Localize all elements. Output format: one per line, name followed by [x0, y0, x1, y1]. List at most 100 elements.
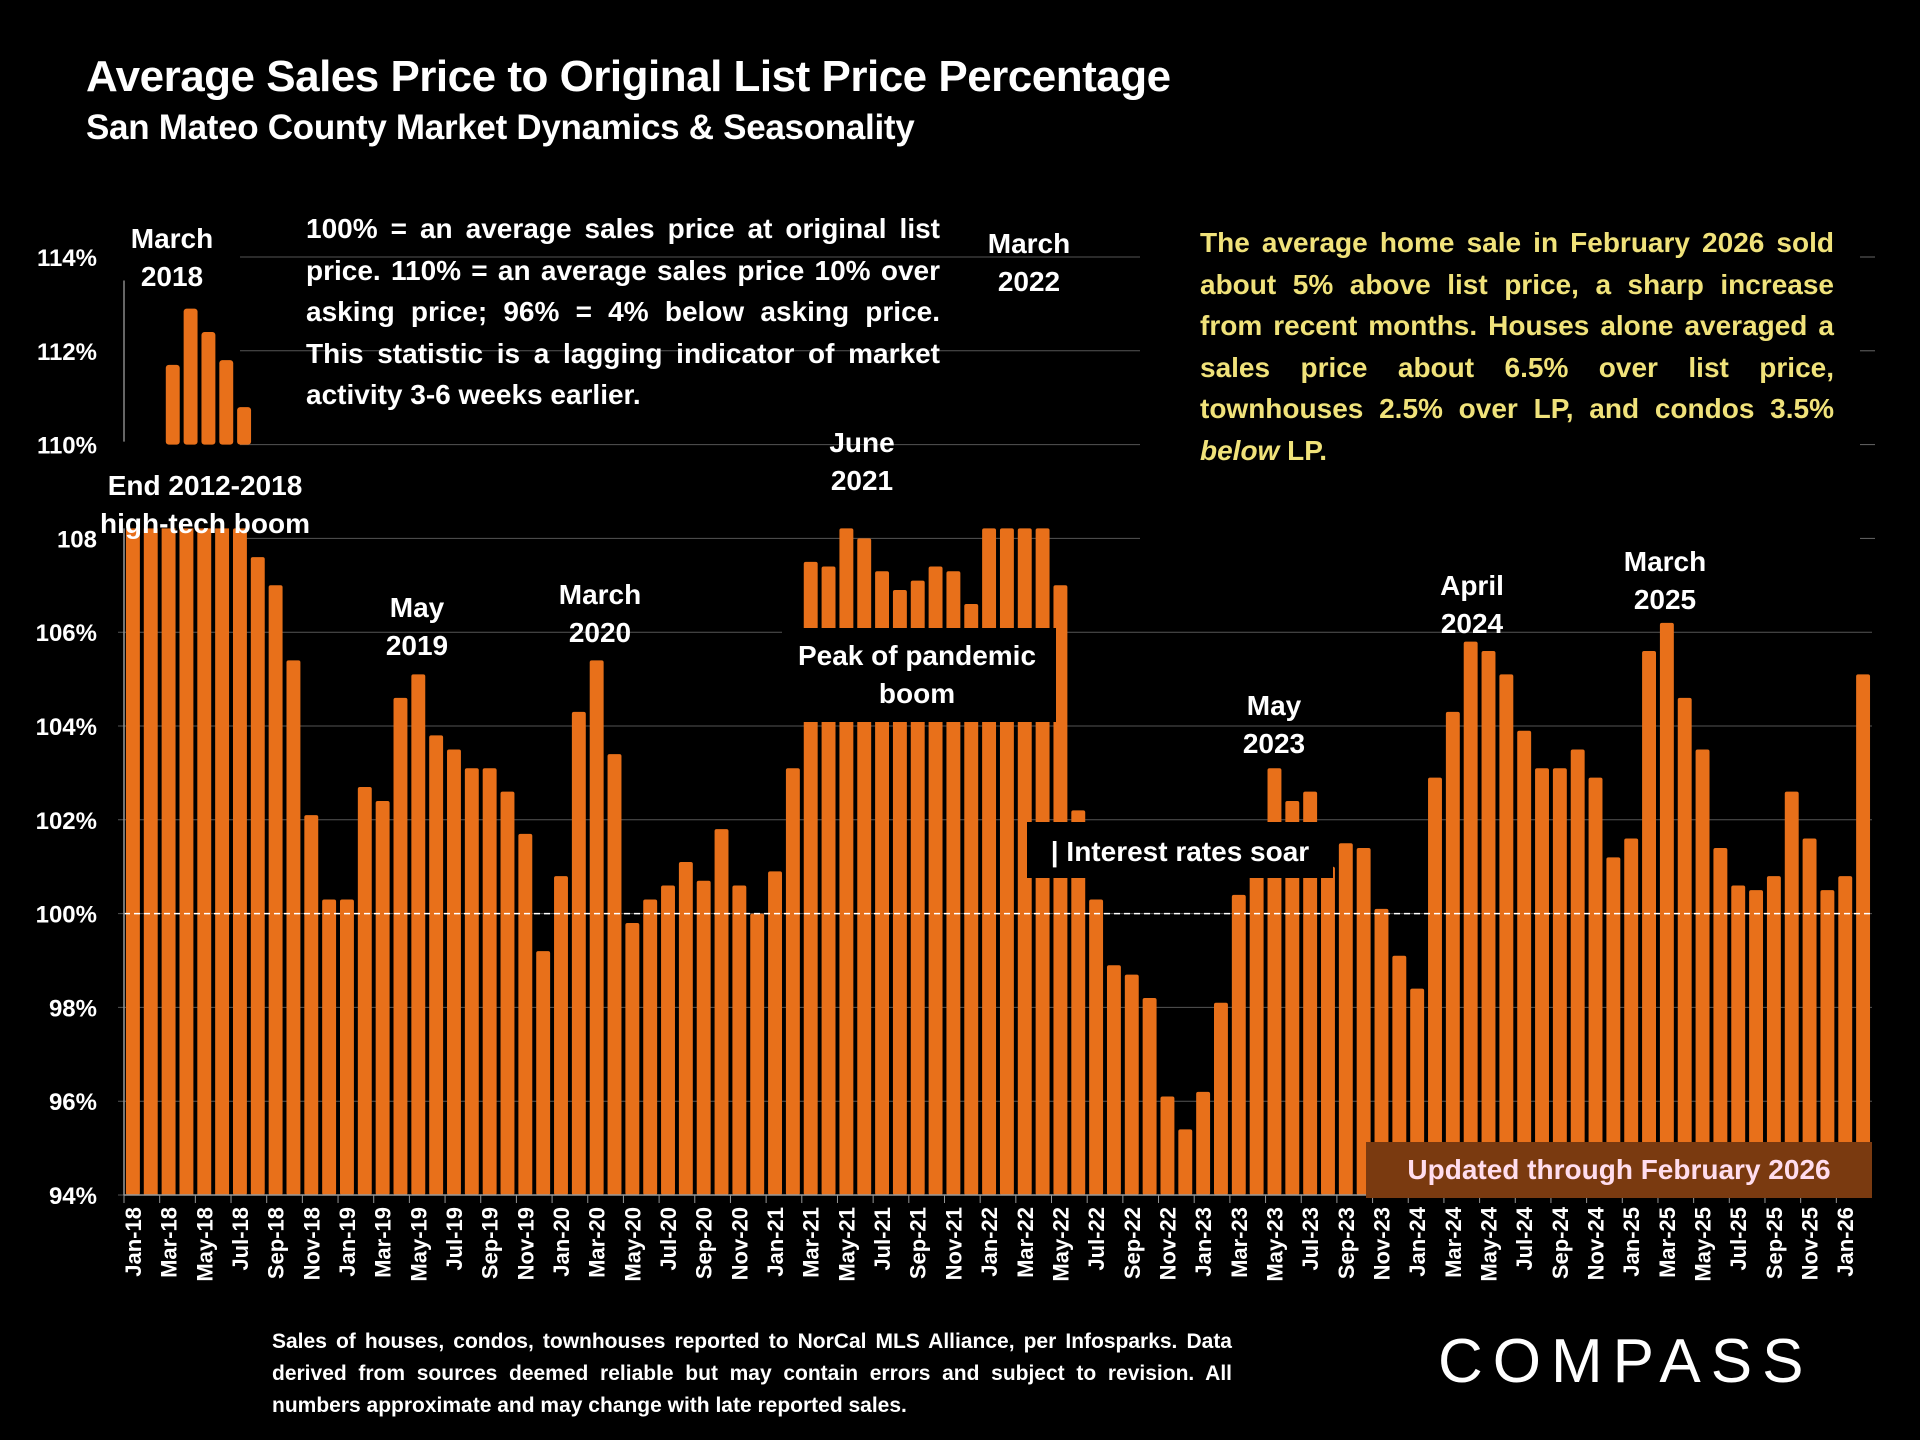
bar	[143, 528, 158, 1195]
x-tick-label: Sep-24	[1548, 1206, 1573, 1279]
bar	[1820, 890, 1835, 1195]
bar	[375, 801, 390, 1195]
bar	[1749, 890, 1764, 1195]
x-tick-label: Mar-21	[799, 1207, 824, 1278]
x-tick-label: Nov-20	[727, 1207, 752, 1280]
bar	[1463, 641, 1478, 1195]
bar	[1249, 876, 1264, 1195]
annotation-label: 2021	[831, 465, 893, 496]
bar	[1071, 810, 1086, 1195]
bar	[875, 571, 890, 1195]
bar	[554, 876, 568, 1195]
inset-bar	[237, 407, 252, 445]
annotation-label: March	[988, 228, 1070, 259]
x-tick-label: May-20	[620, 1207, 645, 1282]
bar	[268, 585, 283, 1195]
x-tick-label: May-25	[1691, 1207, 1716, 1282]
bar	[500, 791, 515, 1195]
annotation-label: high-tech boom	[100, 508, 310, 539]
bar	[1106, 965, 1121, 1195]
bar	[1196, 1091, 1211, 1195]
annotation-label: May	[390, 592, 445, 623]
annotation-box	[782, 628, 1056, 722]
bar	[750, 913, 765, 1195]
annotation-label: 2020	[569, 617, 631, 648]
x-tick-label: Jul-21	[870, 1207, 895, 1271]
bar	[250, 557, 265, 1195]
x-tick-label: May-21	[834, 1207, 859, 1282]
bar	[340, 899, 354, 1195]
bar	[768, 871, 782, 1195]
annotation-label: April	[1440, 570, 1504, 601]
inset-bar	[219, 360, 234, 445]
annotation-label: Peak of pandemic	[798, 640, 1036, 671]
bar	[322, 899, 337, 1195]
bar	[1802, 838, 1817, 1195]
bar	[411, 674, 426, 1195]
bar	[1677, 697, 1692, 1195]
bar	[304, 815, 319, 1195]
inset-bar	[201, 332, 216, 445]
bar	[1338, 843, 1353, 1195]
bar	[1374, 908, 1389, 1195]
y-tick-label: 108	[57, 526, 97, 553]
annotation-label: March	[559, 579, 641, 610]
bar	[232, 528, 247, 1195]
bar	[1231, 894, 1246, 1195]
compass-logo: COMPASS	[1438, 1327, 1814, 1396]
annotation-label: 2022	[998, 266, 1060, 297]
x-tick-label: May-23	[1262, 1207, 1287, 1282]
annotation-label: 2018	[141, 261, 203, 292]
x-tick-label: Sep-23	[1334, 1207, 1359, 1279]
bar	[1552, 768, 1567, 1195]
bar	[161, 528, 176, 1195]
x-tick-label: Mar-25	[1655, 1207, 1680, 1278]
y-tick-label: 106%	[36, 620, 97, 647]
bar	[1089, 899, 1104, 1195]
callout-text-2: LP.	[1279, 434, 1328, 466]
callout-text-italic: below	[1200, 434, 1280, 466]
x-tick-label: Jul-22	[1084, 1207, 1109, 1271]
bar	[1481, 650, 1496, 1195]
bar	[447, 749, 461, 1195]
x-tick-label: Jan-19	[335, 1207, 360, 1277]
bar	[928, 566, 943, 1195]
x-tick-label: Nov-22	[1155, 1207, 1180, 1280]
bar	[1856, 674, 1871, 1195]
annotation-label: 2019	[386, 630, 448, 661]
bar	[643, 899, 658, 1195]
annotation-label: 2025	[1634, 584, 1696, 615]
bar	[625, 922, 640, 1195]
bar	[1731, 885, 1746, 1195]
bar	[607, 754, 622, 1195]
x-tick-label: May-22	[1048, 1207, 1073, 1282]
bar	[714, 829, 729, 1195]
x-tick-label: Jan-21	[763, 1207, 788, 1277]
x-tick-label: Mar-18	[157, 1207, 182, 1278]
bar	[678, 862, 693, 1195]
y-tick-label: 110%	[37, 433, 97, 460]
bar	[1214, 1002, 1228, 1195]
bar	[785, 768, 800, 1195]
bar	[821, 566, 836, 1195]
x-tick-label: Nov-25	[1798, 1207, 1823, 1280]
updated-badge: Updated through February 2026	[1366, 1142, 1872, 1198]
bar	[964, 604, 979, 1195]
x-tick-label: Sep-25	[1762, 1207, 1787, 1279]
bar	[1659, 622, 1674, 1195]
x-tick-label: Sep-18	[264, 1207, 289, 1279]
bar	[429, 735, 444, 1195]
x-tick-label: Jan-25	[1619, 1207, 1644, 1277]
bar	[1624, 838, 1639, 1195]
callout-text-1: The average home sale in February 2026 s…	[1200, 227, 1834, 424]
bar	[1499, 674, 1514, 1195]
bar	[179, 528, 194, 1195]
x-tick-label: Mar-23	[1227, 1207, 1252, 1278]
annotation-label: March	[131, 223, 213, 254]
bar	[357, 786, 372, 1195]
bar	[1285, 801, 1300, 1195]
inset-bar	[183, 308, 198, 445]
x-tick-label: Jul-19	[442, 1207, 467, 1271]
bar	[1838, 876, 1853, 1195]
annotation-label: End 2012-2018	[108, 470, 303, 501]
